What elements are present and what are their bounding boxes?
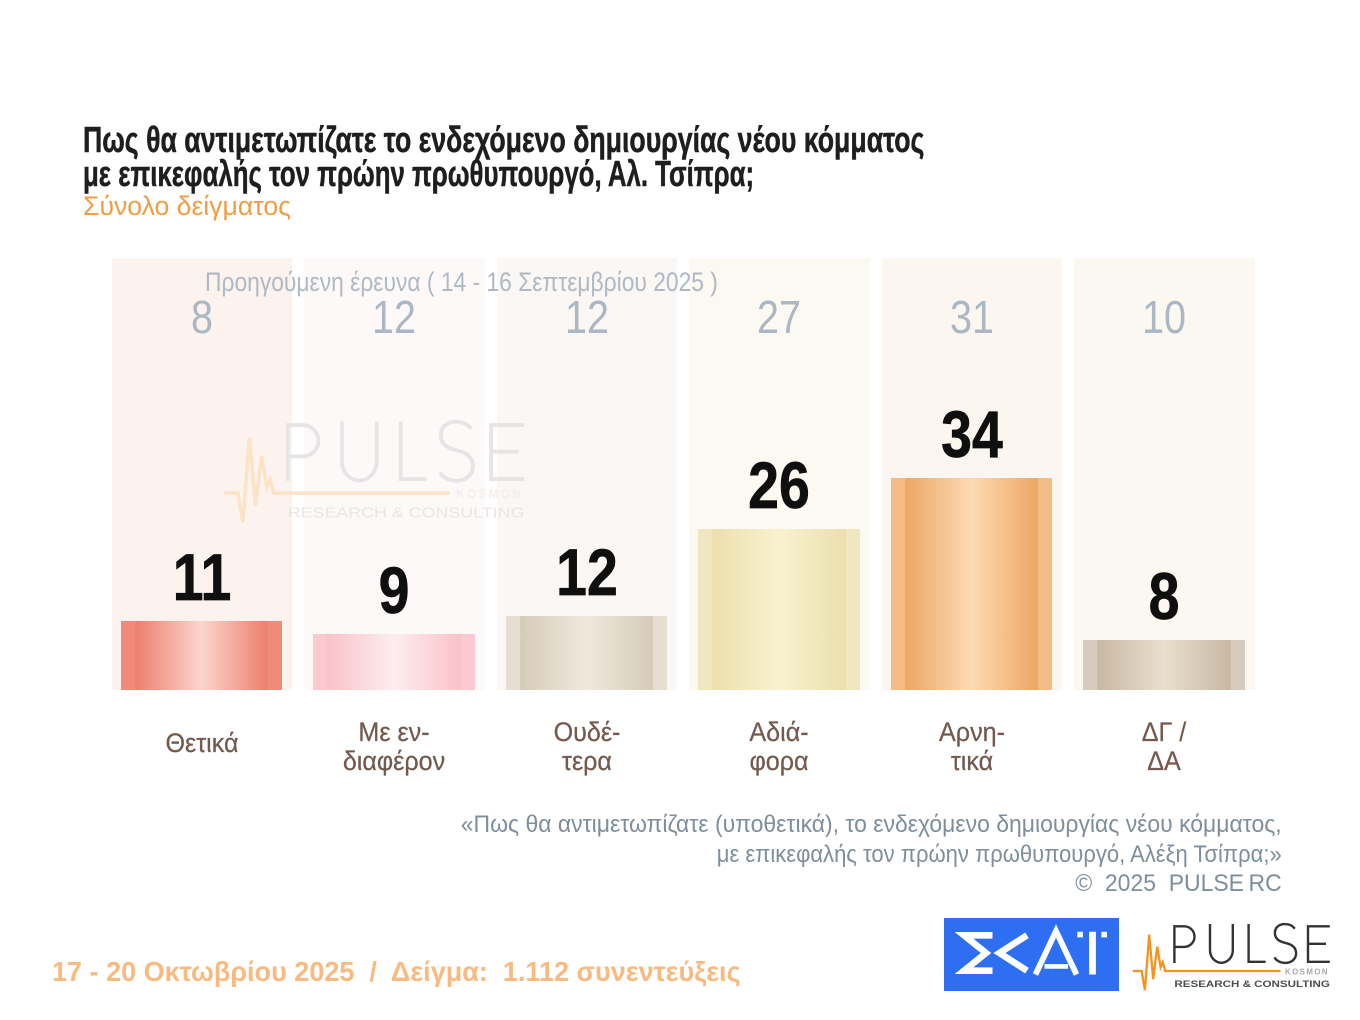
svg-text:RESEARCH & CONSULTING: RESEARCH & CONSULTING (288, 506, 525, 522)
svg-text:KOSMON: KOSMON (1285, 966, 1329, 976)
svg-text:RESEARCH & CONSULTING: RESEARCH & CONSULTING (1174, 979, 1330, 990)
svg-text:KOSMON: KOSMON (456, 486, 523, 501)
